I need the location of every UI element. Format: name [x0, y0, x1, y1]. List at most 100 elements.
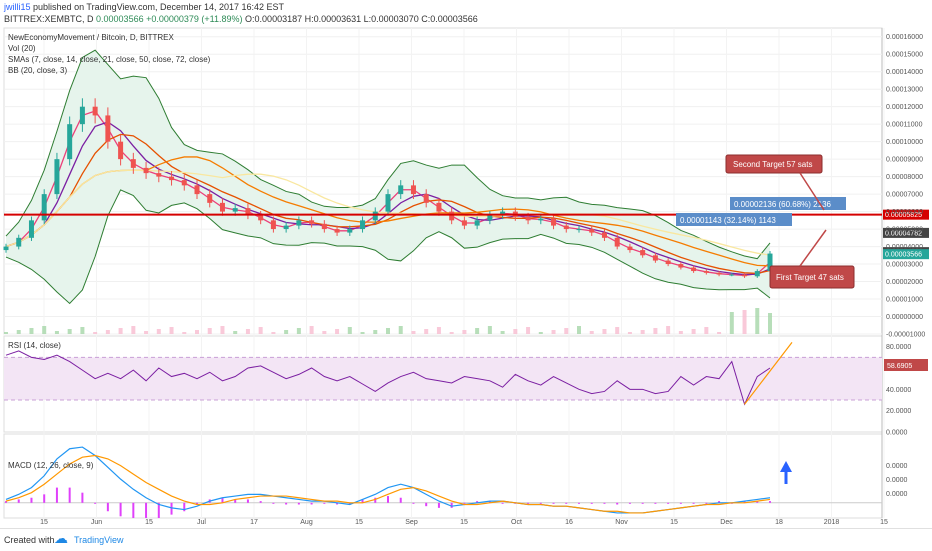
- y-axis-labels: 0.00016000 0.00015000 0.00014000 0.00013000…: [886, 34, 925, 498]
- price-tick-label: 0.00012000: [886, 104, 923, 111]
- macd-hist-bar: [756, 501, 759, 503]
- volume-bar: [207, 328, 212, 334]
- macd-hist-bar: [501, 502, 504, 504]
- volume-bar: [360, 332, 365, 334]
- candle-body: [41, 194, 47, 221]
- volume-bar: [347, 327, 352, 334]
- volume-bar: [678, 331, 683, 334]
- rsi-line: [5, 350, 771, 406]
- time-tick-label: 15: [880, 519, 888, 526]
- volume-bar: [666, 326, 671, 334]
- volume-bar: [105, 330, 110, 334]
- measure-label-2: 0.00002136 (60.68%) 2136: [734, 200, 832, 209]
- macd-hist-bar: [387, 496, 389, 503]
- candle-body: [360, 220, 366, 230]
- chart-canvas[interactable]: 0.000058250.000047820.000036820.00003566…: [0, 0, 932, 528]
- candle-body: [640, 250, 646, 256]
- macd-hist-bar: [527, 502, 530, 504]
- measure-box-1[interactable]: [676, 213, 792, 226]
- price-tag-label: 0.00005825: [885, 212, 922, 219]
- volume-bar: [156, 329, 161, 334]
- first-target-callout[interactable]: [769, 265, 855, 289]
- publish-line: jwilli15 published on TradingView.com, D…: [4, 2, 284, 12]
- candle-body: [563, 225, 569, 230]
- candle-body: [92, 106, 98, 116]
- volume-bar: [564, 328, 569, 334]
- rsi-pane-title: RSI (14, close): [8, 341, 61, 350]
- candle-body: [245, 208, 251, 216]
- candle-body: [742, 274, 748, 277]
- candle-body: [118, 141, 124, 160]
- author-link[interactable]: jwilli15: [4, 2, 31, 12]
- candle-body: [525, 216, 531, 221]
- legend-smas: SMAs (7, close, 14, close, 21, close, 50…: [8, 55, 211, 64]
- macd-hist-bar: [30, 497, 33, 503]
- price-tag: [883, 209, 929, 220]
- candle-body: [156, 173, 162, 177]
- rsi-tick-label: 0.0000: [886, 430, 908, 437]
- volume-bar: [233, 331, 238, 334]
- volume-bar: [742, 310, 747, 334]
- rsi-tick-label: 40.0000: [886, 387, 911, 394]
- macd-hist-bar: [616, 502, 619, 505]
- volume-bar: [322, 331, 327, 334]
- second-target-callout[interactable]: [725, 154, 823, 174]
- macd-series: [4, 446, 882, 518]
- macd-hist-bar: [17, 499, 20, 503]
- volume-bar: [245, 329, 250, 334]
- macd-hist-bar: [259, 501, 262, 503]
- legend-bb: BB (20, close, 3): [8, 66, 67, 75]
- candle-body: [729, 274, 735, 276]
- measure-label-1: 0.00001143 (32.14%) 1143: [680, 216, 776, 225]
- price-tick-label: 0.00013000: [886, 87, 923, 94]
- macd-hist-bar: [336, 502, 339, 505]
- price-tag: [883, 249, 929, 260]
- candle-body: [169, 176, 175, 181]
- macd-hist-bar: [552, 502, 555, 504]
- candle-body: [385, 194, 391, 212]
- macd-hist-bar: [285, 502, 288, 505]
- candle-body: [551, 218, 557, 226]
- rsi-band: [4, 357, 882, 400]
- time-tick-label: Nov: [615, 519, 628, 526]
- macd-hist-bar: [234, 499, 237, 503]
- macd-hist-bar: [157, 502, 160, 518]
- macd-hist-bar: [196, 502, 198, 505]
- tradingview-logo-icon: ☁: [54, 530, 68, 546]
- macd-hist-bar: [705, 502, 708, 504]
- volume-bar: [80, 327, 85, 334]
- macd-hist-bar: [183, 502, 186, 512]
- macd-hist-bar: [437, 502, 440, 508]
- volume-bar: [691, 329, 696, 334]
- macd-hist-bar: [132, 502, 135, 518]
- volume-bar: [67, 329, 72, 334]
- price-tick-label: 0.00005000: [886, 227, 923, 234]
- price-tick-label: -0.00001000: [886, 332, 925, 339]
- macd-hist-bar: [743, 501, 746, 503]
- candle-body: [474, 220, 480, 226]
- macd-hist-bar: [679, 502, 682, 504]
- macd-hist-bar: [641, 502, 644, 504]
- candle-body: [614, 237, 620, 247]
- macd-hist-bar: [361, 499, 364, 503]
- candle-body: [334, 229, 340, 233]
- rsi-trendline: [744, 342, 793, 405]
- time-tick-label: 15: [670, 519, 678, 526]
- tradingview-brand[interactable]: TradingView: [74, 535, 124, 545]
- price-pane-title: NewEconomyMovement / Bitcoin, D, BITTREX: [8, 33, 174, 42]
- macd-pane-title: MACD (12, 26, close, 9): [8, 461, 94, 470]
- macd-hist-bar: [769, 501, 771, 503]
- price-tick-label: 0.00007000: [886, 192, 923, 199]
- time-tick-label: 16: [565, 519, 573, 526]
- volume-bar: [93, 332, 98, 334]
- bb-lower: [5, 189, 771, 305]
- rsi-last-label: 58.6905: [887, 363, 912, 370]
- candle-body: [79, 106, 85, 125]
- volume-bar: [487, 326, 492, 334]
- macd-hist-bar: [221, 497, 224, 503]
- macd-hist-bar: [348, 502, 351, 505]
- macd-hist-bar: [603, 502, 606, 504]
- time-tick-label: Aug: [300, 519, 313, 526]
- volume-bar: [335, 329, 340, 334]
- volume-bar: [195, 330, 199, 334]
